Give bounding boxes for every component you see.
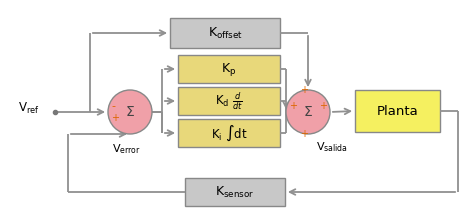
Text: +: + — [300, 129, 308, 139]
Circle shape — [286, 90, 330, 134]
Text: V$_\mathregular{salida}$: V$_\mathregular{salida}$ — [316, 140, 348, 154]
Text: V$_\mathregular{error}$: V$_\mathregular{error}$ — [112, 142, 141, 156]
Text: K$_\mathregular{i}$ $\int$dt: K$_\mathregular{i}$ $\int$dt — [210, 123, 247, 143]
Text: K$_\mathregular{d}$ $\frac{d}{dt}$: K$_\mathregular{d}$ $\frac{d}{dt}$ — [215, 90, 243, 112]
Text: $\Sigma$: $\Sigma$ — [303, 105, 313, 119]
Text: +: + — [300, 85, 308, 95]
Text: +: + — [319, 101, 327, 111]
Text: +: + — [111, 113, 119, 123]
Circle shape — [108, 90, 152, 134]
FancyBboxPatch shape — [170, 18, 280, 48]
Text: K$_\mathregular{sensor}$: K$_\mathregular{sensor}$ — [215, 184, 255, 200]
Text: +: + — [289, 101, 297, 111]
Text: $\Sigma$: $\Sigma$ — [125, 105, 135, 119]
Text: K$_\mathregular{p}$: K$_\mathregular{p}$ — [221, 61, 237, 77]
FancyBboxPatch shape — [178, 119, 280, 147]
Text: K$_\mathregular{offset}$: K$_\mathregular{offset}$ — [208, 26, 243, 41]
FancyBboxPatch shape — [178, 87, 280, 115]
Text: -: - — [111, 101, 115, 111]
FancyBboxPatch shape — [185, 178, 285, 206]
FancyBboxPatch shape — [178, 55, 280, 83]
Text: V$_\mathregular{ref}$: V$_\mathregular{ref}$ — [18, 100, 40, 115]
FancyBboxPatch shape — [355, 90, 440, 132]
Text: Planta: Planta — [377, 105, 419, 117]
